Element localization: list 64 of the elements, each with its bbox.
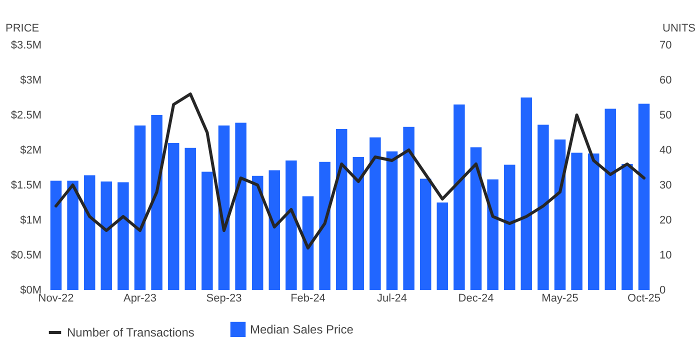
legend-label: Median Sales Price [250, 322, 354, 336]
bar [403, 126, 414, 290]
legend-label: Number of Transactions [67, 326, 194, 340]
bar [420, 178, 432, 290]
bar [520, 98, 532, 290]
bar [67, 180, 78, 290]
bar [84, 175, 96, 290]
bar [118, 182, 129, 290]
bar [504, 164, 516, 290]
bar [235, 122, 246, 290]
y2-tick-label: 60 [660, 74, 672, 86]
bar [554, 140, 566, 290]
bar [218, 126, 230, 290]
y2-tick-label: 20 [660, 214, 672, 226]
x-tick-label: Sep-23 [206, 292, 242, 304]
bar [454, 104, 465, 290]
y2-tick-label: 40 [660, 144, 672, 156]
bar [134, 126, 146, 290]
y-axis-title: PRICE [6, 22, 40, 34]
bar [319, 162, 330, 290]
bar [184, 148, 196, 290]
x-tick-label: Apr-23 [123, 292, 157, 304]
x-tick-label: Feb-24 [290, 292, 326, 304]
y2-tick-label: 10 [660, 250, 672, 262]
bar [336, 129, 348, 290]
x-tick-label: Nov-22 [38, 292, 74, 304]
bar [436, 202, 448, 290]
y2-axis-title: UNITS [662, 22, 696, 34]
y-tick-label: $1M [20, 214, 42, 226]
y2-tick-label: 50 [660, 110, 672, 122]
bar [151, 115, 162, 290]
y-tick-label: $3.5M [10, 40, 42, 52]
bar [470, 147, 482, 290]
bar [202, 172, 213, 290]
bar [588, 154, 600, 290]
y-tick-label: $3M [20, 74, 42, 86]
bar [571, 152, 582, 290]
bar [100, 182, 112, 290]
bar [252, 176, 264, 290]
bar [50, 180, 62, 290]
bar [168, 143, 180, 290]
bar [638, 104, 650, 290]
bar [286, 160, 297, 290]
bar [352, 157, 364, 290]
bar [487, 179, 498, 290]
bar [386, 151, 398, 290]
bar [302, 196, 314, 290]
line-series [54, 92, 646, 250]
x-tick-label: Dec-24 [458, 292, 494, 304]
y-tick-label: $1.5M [10, 180, 42, 192]
x-tick-label: Jul-24 [377, 292, 407, 304]
bar [268, 170, 280, 290]
bar [538, 124, 549, 290]
y-tick-label: $2.5M [10, 110, 42, 122]
bar [622, 164, 633, 290]
y-tick-label: $0.5M [10, 250, 42, 262]
y2-tick-label: 0 [660, 284, 666, 296]
bar [370, 137, 381, 290]
x-tick-label: Oct-25 [628, 292, 661, 304]
y-tick-label: $2M [20, 144, 42, 156]
y2-tick-label: 30 [660, 180, 672, 192]
x-tick-label: May-25 [542, 292, 578, 304]
bar [604, 108, 616, 290]
y2-tick-label: 70 [660, 40, 672, 52]
